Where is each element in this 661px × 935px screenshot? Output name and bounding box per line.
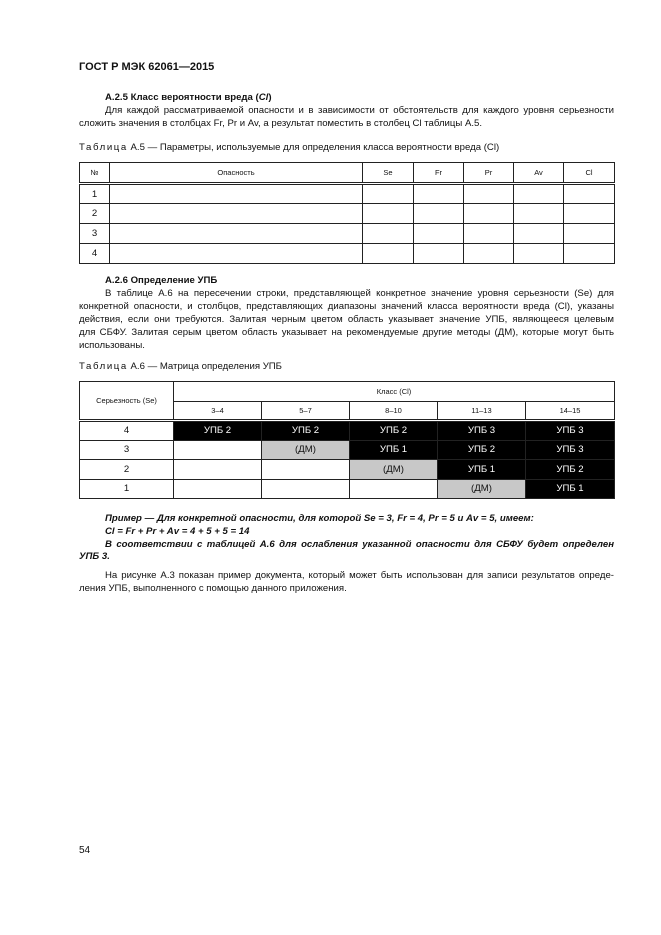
example-formula: Cl = Fr + Pr + Av = 4 + 5 + 5 = 14 (105, 526, 250, 537)
severity-cell: 1 (79, 478, 174, 499)
caption-label: Таблица (79, 142, 128, 153)
matrix-cell: УПБ 2 (437, 439, 526, 460)
matrix-cell (173, 439, 262, 460)
header-cell: Pr (463, 162, 514, 185)
class-range-header: 3–4 (173, 401, 262, 422)
table-row: 3 (79, 223, 615, 244)
heading-end: ) (268, 92, 272, 103)
paragraph-line: На рисунке А.3 показан пример документа,… (105, 570, 614, 581)
matrix-cell (261, 459, 350, 480)
matrix-cell (173, 459, 262, 480)
matrix-cell (349, 478, 438, 499)
paragraph-line: использованы. (79, 340, 145, 351)
section-heading-a26: А.2.6 Определение УПБ (105, 275, 218, 286)
paragraph-line: конкретной опасности, и столбцов, предст… (79, 301, 614, 312)
table-row: 1 (ДМ) УПБ 1 (79, 478, 616, 499)
matrix-cell (173, 478, 262, 499)
table-row: 1 (79, 183, 615, 204)
row-number: 4 (79, 243, 110, 264)
paragraph-line: ления УПБ, выполненного с помощью данног… (79, 583, 347, 594)
matrix-cell: УПБ 2 (524, 459, 616, 480)
matrix-cell: УПБ 3 (524, 439, 616, 460)
paragraph-line: Для каждой рассматриваемой опасности и в… (105, 105, 614, 116)
table-row: 3 (ДМ) УПБ 1 УПБ 2 УПБ 3 (79, 439, 616, 460)
header-cell: Av (513, 162, 564, 185)
matrix-cell: (ДМ) (437, 478, 526, 499)
paragraph-line: сложить значения в столбцах Fr, Pr и Av,… (79, 118, 483, 129)
matrix-cell: УПБ 1 (349, 439, 438, 460)
matrix-cell: УПБ 2 (349, 420, 438, 441)
matrix-cell: УПБ 1 (524, 478, 616, 499)
example-line: УПБ 3. (79, 551, 110, 562)
matrix-cell: УПБ 3 (437, 420, 526, 441)
table-row: 4 УПБ 2 УПБ 2 УПБ 2 УПБ 3 УПБ 3 (79, 420, 616, 441)
matrix-cell: УПБ 3 (524, 420, 616, 441)
class-range-header: 8–10 (349, 401, 438, 422)
table-row: 4 (79, 243, 615, 264)
matrix-cell (261, 478, 350, 499)
class-range-header: 14–15 (524, 401, 616, 422)
section-heading-a25: А.2.5 Класс вероятности вреда (Cl) (79, 92, 614, 104)
heading-text: А.2.5 Класс вероятности вреда ( (105, 92, 259, 103)
severity-cell: 4 (79, 420, 174, 441)
table-caption-a5: Таблица А.5 — Параметры, используемые дл… (79, 142, 614, 154)
document-header: ГОСТ Р МЭК 62061—2015 (79, 61, 215, 73)
row-number: 2 (79, 203, 110, 224)
paragraph-line: действия, если они требуются. Залитая че… (79, 314, 614, 325)
matrix-cell: (ДМ) (261, 439, 350, 460)
header-cell: № (79, 162, 110, 185)
table-caption-a6: Таблица А.6 — Матрица определения УПБ (79, 361, 614, 373)
table-row: 2 (ДМ) УПБ 1 УПБ 2 (79, 459, 616, 480)
row-number: 3 (79, 223, 110, 244)
row-number: 1 (79, 183, 110, 204)
table-row: 2 (79, 203, 615, 224)
row-header: Серьезность (Se) (79, 381, 174, 422)
table-a6: Серьезность (Se) Класс (Cl) 3–4 5–7 8–10 11… (79, 381, 616, 499)
caption-text: А.5 — Параметры, используемые для опреде… (130, 142, 500, 153)
severity-cell: 3 (79, 439, 174, 460)
example-line: В соответствии с таблицей А.6 для ослабл… (105, 539, 614, 550)
paragraph-line: В таблице А.6 на пересечении строки, пре… (105, 288, 614, 299)
paragraph-line: для СБФУ. Залитая серым цветом область у… (79, 327, 614, 338)
matrix-cell: (ДМ) (349, 459, 438, 480)
header-cell: Опасность (109, 162, 363, 185)
caption-label: Таблица (79, 361, 128, 372)
header-cell: Fr (413, 162, 464, 185)
header-cell: Se (362, 162, 414, 185)
header-cell: Cl (563, 162, 615, 185)
matrix-cell: УПБ 2 (173, 420, 262, 441)
table-a5: № Опасность Se Fr Pr Av Cl 1 2 3 4 (79, 162, 615, 264)
class-range-header: 5–7 (261, 401, 350, 422)
example-line: Пример — Для конкретной опасности, для к… (105, 513, 534, 524)
matrix-cell: УПБ 1 (437, 459, 526, 480)
matrix-cell: УПБ 2 (261, 420, 350, 441)
class-range-header: 11–13 (437, 401, 526, 422)
heading-symbol: Cl (258, 92, 269, 103)
severity-cell: 2 (79, 459, 174, 480)
column-group-header: Класс (Cl) (172, 381, 616, 402)
page-number: 54 (79, 845, 91, 856)
caption-text: А.6 — Матрица определения УПБ (130, 361, 282, 372)
